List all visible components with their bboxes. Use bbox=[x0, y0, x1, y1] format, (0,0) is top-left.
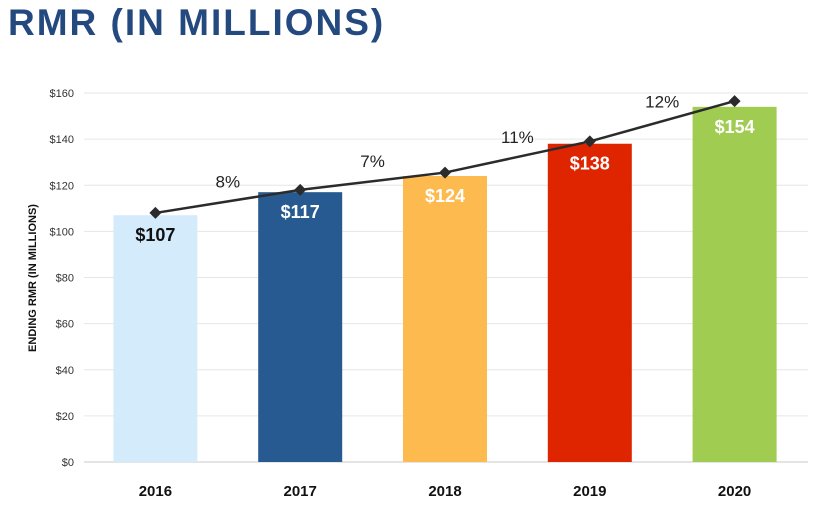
y-tick-label: $80 bbox=[56, 273, 74, 285]
y-tick-label: $40 bbox=[56, 365, 74, 377]
x-tick-label: 2018 bbox=[428, 483, 461, 500]
y-tick-label: $0 bbox=[62, 457, 74, 469]
growth-label: 8% bbox=[216, 172, 241, 191]
y-tick-label: $140 bbox=[50, 134, 74, 146]
x-tick-label: 2016 bbox=[139, 483, 172, 500]
bar-2020 bbox=[692, 106, 777, 463]
y-tick-label: $60 bbox=[56, 319, 74, 331]
bar-2018 bbox=[403, 176, 487, 462]
x-tick-label: 2019 bbox=[573, 483, 606, 500]
y-tick-label: $100 bbox=[50, 226, 74, 238]
x-axis: 2016 2017 2018 2019 2020 bbox=[139, 483, 752, 500]
bar-value-label: $107 bbox=[135, 225, 175, 245]
growth-label: 12% bbox=[645, 92, 679, 111]
trend-marker bbox=[583, 135, 596, 148]
bar-value-label: $124 bbox=[425, 186, 465, 206]
trend-marker bbox=[149, 206, 162, 219]
x-tick-label: 2017 bbox=[284, 483, 317, 500]
bar-value-label: $117 bbox=[281, 202, 320, 222]
bar-value-label: $138 bbox=[570, 154, 610, 174]
y-tick-label: $120 bbox=[50, 180, 74, 192]
bar-2019 bbox=[547, 143, 632, 463]
bars: $107 $117 $124 $138 $154 bbox=[113, 106, 777, 463]
bar-value-label: $154 bbox=[715, 117, 755, 137]
chart-title: RMR (IN MILLIONS) bbox=[8, 2, 386, 43]
trend-marker bbox=[294, 183, 307, 196]
trend-marker bbox=[439, 166, 451, 179]
x-tick-label: 2020 bbox=[718, 483, 751, 500]
y-axis-label: ENDING RMR (IN MILLIONS) bbox=[27, 204, 39, 352]
trend-marker bbox=[728, 95, 741, 108]
bar-2016 bbox=[113, 215, 198, 462]
growth-label: 11% bbox=[501, 128, 534, 147]
bar-2017 bbox=[258, 192, 343, 462]
trend-line-group bbox=[149, 95, 741, 219]
growth-label: 7% bbox=[360, 152, 385, 171]
y-tick-label: $160 bbox=[50, 88, 74, 100]
growth-labels: 8% 7% 11% 12% bbox=[216, 92, 680, 191]
y-tick-label: $20 bbox=[56, 411, 74, 423]
y-axis: $0 $20 $40 $60 $80 $100 $120 $140 $160 bbox=[50, 88, 74, 469]
